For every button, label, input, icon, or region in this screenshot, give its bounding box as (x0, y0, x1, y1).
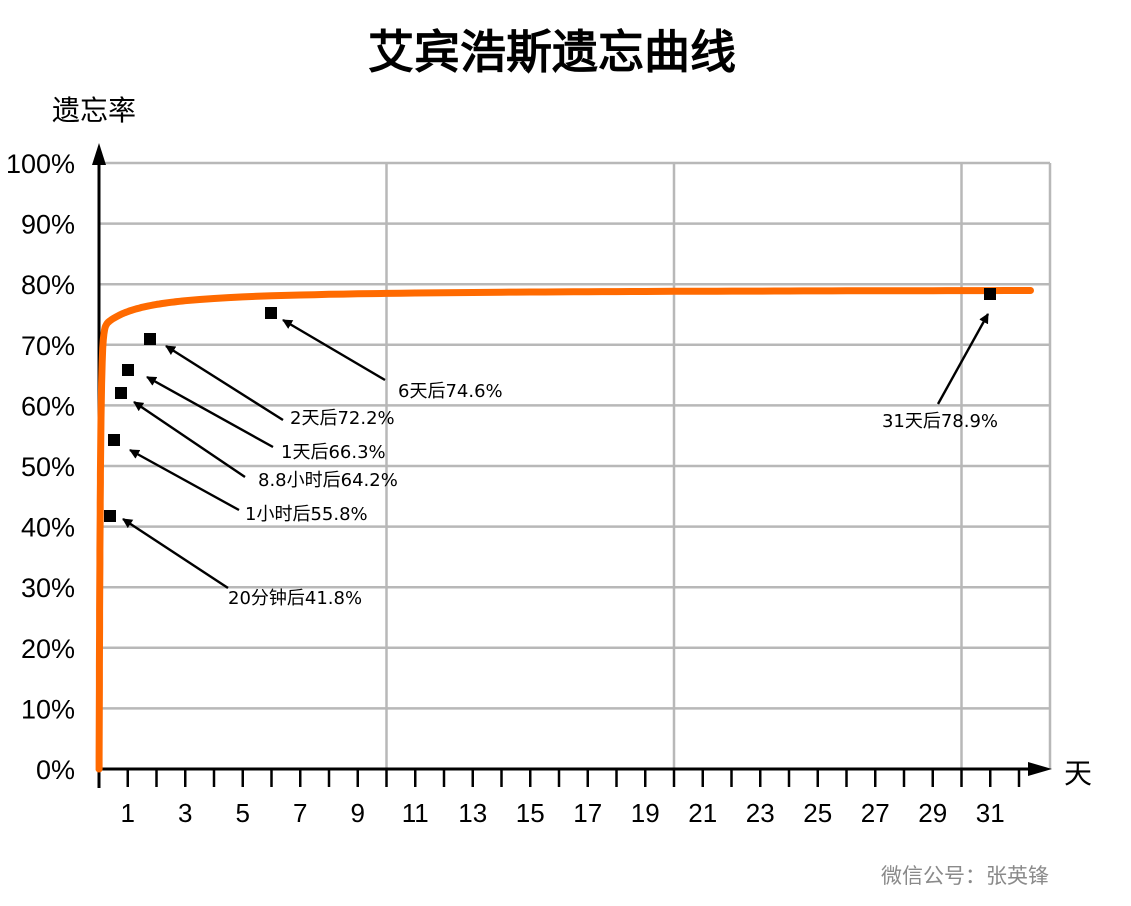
annotation-arrow (936, 313, 990, 405)
x-tick-label: 27 (861, 798, 890, 828)
x-tick-labels: 1 3 5 7 9 11 13 15 17 19 21 23 25 27 29 31 (121, 798, 1005, 828)
y-tick-label: 30% (21, 573, 75, 603)
x-axis-arrow (1028, 762, 1052, 776)
data-points (104, 288, 996, 522)
annotation-arrow (122, 517, 229, 590)
grid (99, 161, 1052, 769)
data-label: 8.8小时后64.2% (258, 470, 398, 491)
x-tick-label: 11 (402, 798, 429, 828)
x-tick-label: 19 (631, 798, 660, 828)
data-point-marker (108, 434, 120, 446)
data-label: 2天后72.2% (290, 408, 395, 429)
data-label: 1天后66.3% (281, 442, 386, 463)
x-tick-label: 29 (918, 798, 947, 828)
data-label: 6天后74.6% (398, 381, 503, 402)
data-point-marker (984, 288, 996, 300)
annotation-arrow (129, 448, 240, 512)
curve (95, 287, 1034, 773)
data-point-marker (144, 333, 156, 345)
x-tick-label: 13 (458, 798, 487, 828)
y-tick-label: 50% (21, 452, 75, 482)
data-label: 31天后78.9% (882, 411, 998, 432)
annotation-arrow (133, 401, 246, 478)
data-point-marker (115, 387, 127, 399)
footer-credit: 微信公号：张英锋 (881, 864, 1049, 888)
x-tick-label: 21 (688, 798, 717, 828)
y-tick-label: 80% (21, 270, 75, 300)
y-tick-label: 90% (21, 210, 75, 240)
x-tick-label: 5 (236, 798, 250, 828)
x-tick-label: 25 (803, 798, 832, 828)
data-label: 20分钟后41.8% (228, 588, 362, 609)
data-label: 1小时后55.8% (245, 504, 368, 525)
y-tick-label: 0% (36, 755, 75, 785)
x-tick-label: 31 (976, 798, 1005, 828)
y-axis-arrow (92, 143, 106, 165)
y-tick-label: 70% (21, 331, 75, 361)
y-tick-label: 20% (21, 634, 75, 664)
x-tick-label: 17 (573, 798, 602, 828)
x-tick-label: 9 (351, 798, 365, 828)
annotation-arrow (146, 375, 274, 449)
chart-title: 艾宾浩斯遗忘曲线 (368, 25, 736, 79)
y-tick-label: 100% (6, 149, 75, 179)
annotation-arrow (165, 344, 284, 422)
x-tick-label: 7 (293, 798, 307, 828)
y-axis-title: 遗忘率 (52, 94, 136, 127)
y-tick-label: 60% (21, 391, 75, 421)
data-point-marker (104, 510, 116, 522)
x-axis-title: 天 (1064, 757, 1092, 790)
forgetting-curve-line (95, 287, 1034, 773)
x-tick-label: 15 (516, 798, 545, 828)
y-tick-labels: 0% 10% 20% 30% 40% 50% 60% 70% 80% 90% 100% (6, 149, 75, 785)
data-point-marker (265, 307, 277, 319)
x-tick-label: 1 (121, 798, 135, 828)
y-tick-label: 10% (21, 694, 75, 724)
annotations: 20分钟后41.8% 1小时后55.8% 8.8小时后64.2% 1天后66.3% 2天… (122, 313, 998, 609)
data-point-marker (122, 364, 134, 376)
x-tick-label: 3 (178, 798, 192, 828)
x-tick-label: 23 (746, 798, 775, 828)
annotation-arrow (282, 318, 386, 382)
y-tick-label: 40% (21, 513, 75, 543)
